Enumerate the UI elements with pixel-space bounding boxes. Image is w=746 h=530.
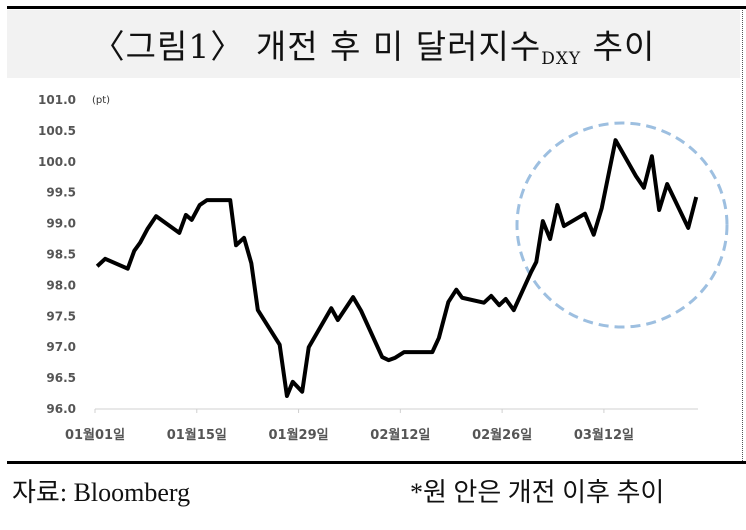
y-tick-label: 97.5 (46, 309, 76, 323)
x-tick-label: 03월12일 (574, 427, 634, 443)
y-tick-label: 96.0 (46, 402, 76, 416)
y-tick-label: 99.5 (46, 186, 76, 200)
source-note: 자료: Bloomberg (12, 478, 191, 507)
x-tick-label: 02월12일 (370, 427, 430, 443)
y-tick-label: 101.0 (38, 93, 76, 107)
right-border (742, 10, 743, 463)
title-banner: 〈그림1〉 개전 후 미 달러지수DXY 추이 (7, 10, 740, 78)
x-tick-label: 02월26일 (472, 427, 532, 443)
x-tick-label: 01월15일 (167, 427, 227, 443)
dxy-series-line (95, 138, 699, 399)
y-tick-label: 100.5 (38, 124, 76, 138)
y-tick-label: 98.5 (46, 248, 76, 262)
chart-title: 〈그림1〉 개전 후 미 달러지수DXY 추이 (92, 20, 656, 69)
y-tick-label: 98.0 (46, 278, 76, 292)
top-rule (7, 6, 746, 9)
y-tick-label: 99.0 (46, 217, 76, 231)
bottom-rule (7, 461, 746, 464)
title-suffix: 추이 (581, 26, 656, 66)
title-subscript: DXY (541, 48, 582, 69)
y-tick-label: 97.0 (46, 340, 76, 354)
x-tick-label: 01월01일 (65, 427, 125, 443)
highlight-circle (515, 121, 729, 329)
x-tick-label: 01월29일 (269, 427, 329, 443)
footnote: *원 안은 개전 이후 추이 (410, 478, 665, 507)
y-unit-label: (pt) (92, 95, 110, 106)
y-tick-label: 100.0 (38, 155, 76, 169)
y-tick-label: 96.5 (46, 371, 76, 385)
title-main: 〈그림1〉 개전 후 미 달러지수 (91, 26, 542, 66)
dxy-line-chart: 96.0 96.5 97.0 97.5 98.0 98.5 99.0 99.5 100.0 100… (38, 93, 729, 443)
